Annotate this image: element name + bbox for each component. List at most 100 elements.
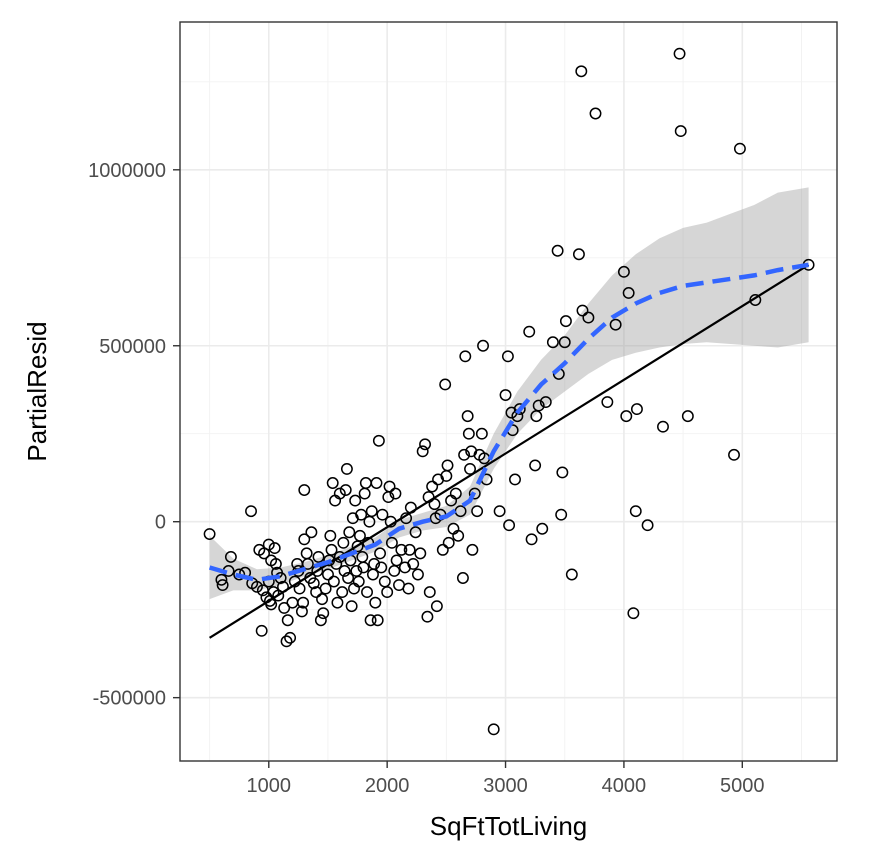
major-gridlines — [180, 22, 837, 761]
data-point — [532, 399, 545, 412]
data-point — [319, 582, 332, 595]
data-point — [278, 601, 291, 614]
data-point — [430, 600, 443, 613]
x-tick-label: 1000 — [247, 775, 292, 797]
data-point — [439, 378, 452, 391]
data-point — [384, 515, 397, 528]
data-point — [529, 459, 542, 472]
data-point — [513, 403, 526, 416]
data-point — [307, 577, 320, 590]
data-point — [589, 107, 602, 120]
data-point — [255, 624, 268, 637]
data-point — [295, 605, 308, 618]
y-axis-title: PartialResid — [22, 321, 52, 461]
data-point — [293, 582, 306, 595]
smooth-trend-line — [208, 262, 809, 583]
data-point — [426, 480, 439, 493]
data-point — [459, 350, 472, 363]
data-point — [471, 505, 484, 518]
data-point — [342, 572, 355, 584]
data-point — [376, 508, 389, 521]
data-point — [298, 484, 311, 496]
data-point — [330, 557, 343, 570]
data-point — [620, 410, 633, 423]
data-point — [371, 614, 384, 627]
data-point — [416, 445, 429, 458]
data-point — [305, 526, 318, 539]
data-point — [551, 244, 564, 257]
data-point — [601, 396, 614, 409]
data-point — [733, 142, 746, 155]
data-point — [509, 473, 521, 486]
data-point — [353, 529, 366, 542]
data-point — [269, 557, 282, 570]
x-tick-label: 3000 — [483, 775, 528, 797]
data-point — [575, 65, 588, 78]
data-point — [576, 304, 589, 317]
x-tick-label: 4000 — [602, 775, 647, 797]
data-point — [280, 635, 293, 648]
data-point — [365, 505, 378, 518]
data-point — [316, 593, 329, 606]
data-point — [333, 487, 346, 500]
y-tick-label: 1000000 — [88, 160, 166, 182]
data-point — [421, 610, 434, 623]
data-point — [681, 410, 694, 423]
data-point — [352, 575, 365, 588]
data-point — [372, 434, 385, 447]
data-point — [336, 586, 349, 599]
data-point — [364, 614, 377, 627]
data-point — [673, 47, 686, 60]
data-point — [298, 533, 311, 546]
data-point — [452, 529, 465, 542]
data-point — [339, 484, 352, 496]
data-point — [326, 477, 339, 489]
data-point — [674, 125, 687, 138]
data-point — [475, 427, 488, 440]
data-point — [370, 477, 383, 489]
data-point — [558, 336, 571, 349]
data-point — [409, 526, 422, 539]
data-point — [501, 350, 514, 363]
data-point — [368, 557, 381, 570]
data-point — [523, 325, 536, 338]
data-point — [400, 512, 413, 525]
data-point — [325, 543, 338, 556]
data-point — [314, 614, 327, 627]
data-point — [265, 598, 278, 611]
data-point — [572, 248, 585, 261]
data-point — [337, 536, 350, 549]
data-point — [407, 557, 420, 570]
data-point — [343, 526, 356, 539]
data-point — [361, 586, 373, 599]
data-point — [369, 596, 382, 609]
x-axis-title: SqFtTotLiving — [430, 811, 588, 841]
y-tick-label: 500000 — [99, 336, 166, 358]
data-point — [262, 538, 275, 551]
data-point — [582, 311, 595, 324]
confidence-band — [209, 187, 809, 600]
data-point — [493, 505, 506, 518]
data-point — [617, 265, 630, 278]
y-tick-label: 0 — [155, 512, 166, 534]
data-point — [749, 294, 762, 306]
data-point — [374, 547, 387, 560]
data-point — [428, 498, 441, 511]
x-tick-label: 5000 — [720, 775, 765, 797]
data-point — [250, 580, 263, 593]
scatter-points — [203, 47, 815, 736]
data-point — [357, 561, 370, 574]
data-point — [487, 723, 500, 736]
data-point — [629, 505, 642, 518]
data-point — [216, 579, 229, 591]
data-point — [375, 561, 388, 574]
data-point — [411, 568, 424, 581]
data-point — [461, 410, 474, 423]
data-point — [385, 536, 398, 549]
data-point — [419, 438, 431, 451]
data-point — [609, 318, 622, 331]
data-point — [301, 557, 314, 570]
data-point — [389, 487, 402, 500]
data-point — [268, 542, 281, 555]
